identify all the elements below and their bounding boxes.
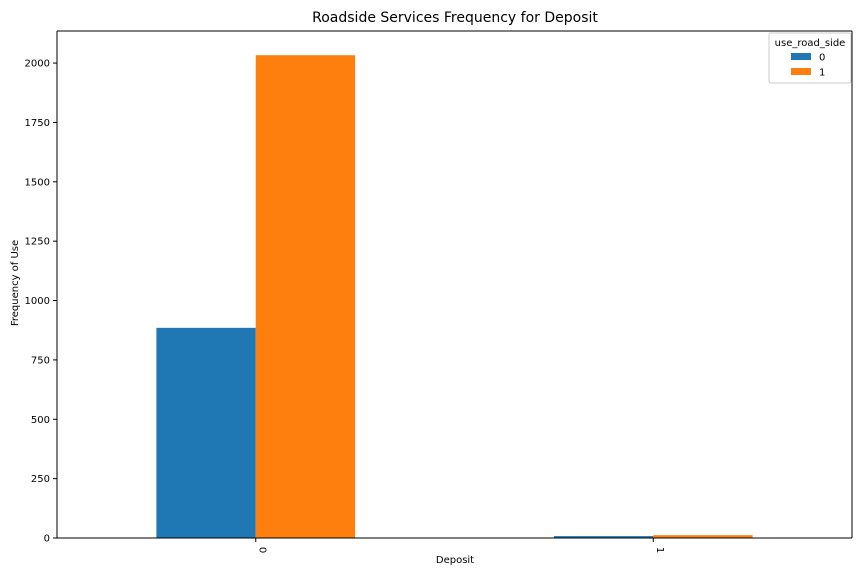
y-tick-label: 1250 [25,237,50,248]
legend-swatch-0 [791,53,811,60]
y-tick-label: 250 [31,474,50,485]
y-tick-label: 1000 [25,296,50,307]
y-tick-label: 1500 [25,177,50,188]
legend-label-1: 1 [819,68,825,79]
bar-series-0-cat-1 [553,536,654,538]
bar-series-0-cat-0 [156,327,256,538]
x-tick-label: 0 [256,547,267,553]
bar-series-1-cat-1 [653,535,753,538]
y-axis: 0 250 500 750 1000 1250 1500 1750 2000 [25,59,57,545]
legend-swatch-1 [791,68,811,75]
y-tick-label: 1750 [25,118,50,129]
y-tick-label: 750 [31,355,50,366]
bar-series-1-cat-0 [255,55,356,538]
y-tick-label: 0 [44,534,50,545]
chart-title: Roadside Services Frequency for Deposit [312,10,598,26]
legend-title: use_road_side [775,38,846,49]
x-axis-label: Deposit [436,555,474,566]
plot-area [56,30,853,539]
y-tick-label: 500 [31,415,50,426]
legend-items: 01 [791,53,825,79]
legend-label-0: 0 [819,53,825,64]
x-tick-label: 1 [654,547,665,553]
y-tick-label: 2000 [25,59,50,70]
legend: use_road_side 01 [768,32,852,84]
y-axis-label: Frequency of Use [10,240,21,326]
